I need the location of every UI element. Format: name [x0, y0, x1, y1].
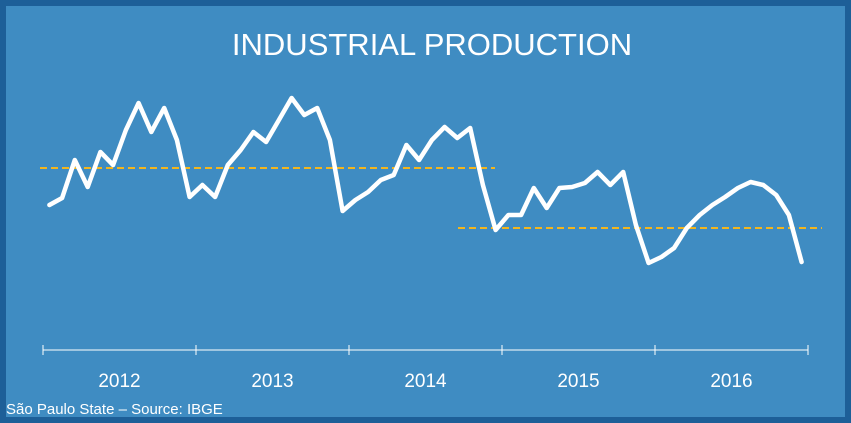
- x-tick-label: 2016: [710, 371, 752, 392]
- chart-title: INDUSTRIAL PRODUCTION: [232, 27, 632, 62]
- x-tick-label: 2014: [404, 371, 447, 392]
- x-tick-label: 2013: [251, 371, 293, 392]
- x-tick-label: 2012: [98, 371, 140, 392]
- footnote: São Paulo State – Source: IBGE: [6, 401, 223, 418]
- x-tick-label: 2015: [557, 371, 599, 392]
- line: [47, 95, 804, 266]
- background: [6, 6, 845, 417]
